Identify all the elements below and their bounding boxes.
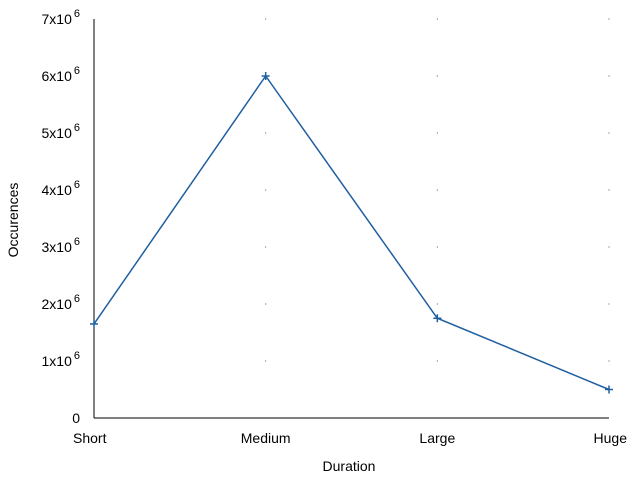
grid-dot: [608, 18, 610, 20]
data-point-marker: [605, 385, 613, 394]
data-point-marker: [433, 314, 442, 323]
series-group: [90, 72, 613, 394]
y-tick-label: 2x10 6: [42, 293, 80, 312]
grid-dot: [436, 132, 438, 134]
grid-dot: [265, 303, 267, 305]
grid-dot: [436, 75, 438, 77]
grid-dot: [436, 246, 438, 248]
grid-dot: [265, 18, 267, 20]
x-tick-label: Medium: [241, 430, 291, 446]
grid-dot: [265, 132, 267, 134]
grid-dot: [436, 18, 438, 20]
grid-dot: [436, 360, 438, 362]
x-tick-label: Short: [73, 430, 107, 446]
grid-dot: [608, 132, 610, 134]
y-tick-label: 5x10 6: [42, 122, 80, 141]
grid-dot: [265, 360, 267, 362]
x-axis-label: Duration: [323, 458, 376, 474]
y-axis-label: Occurences: [5, 183, 21, 258]
grid-dot: [265, 189, 267, 191]
series-line: [93, 74, 610, 391]
grid-dot: [608, 189, 610, 191]
y-tick-label: 6x10 6: [42, 65, 80, 84]
y-tick-label: 7x10 6: [42, 8, 80, 27]
y-tick-labels: 0 1x10 6 2x10 6 3x10 6 4x10 6 5x10 6 6x10 6 7x10 6: [42, 8, 81, 426]
x-tick-labels: Short Medium Large Huge: [73, 430, 627, 446]
grid-dot: [265, 246, 267, 248]
grid-dot: [608, 75, 610, 77]
data-point-marker: [261, 72, 270, 80]
x-tick-label: Huge: [594, 430, 628, 446]
grid-dot: [608, 360, 610, 362]
y-tick-label: 1x10 6: [42, 350, 80, 369]
x-tick-label: Large: [419, 430, 455, 446]
grid-dots: [265, 18, 610, 362]
grid-dot: [436, 303, 438, 305]
y-tick-label: 4x10 6: [42, 179, 80, 198]
y-tick-label: 0: [72, 410, 80, 426]
grid-dot: [608, 303, 610, 305]
grid-dot: [436, 189, 438, 191]
grid-dot: [608, 246, 610, 248]
y-tick-label: 3x10 6: [42, 236, 80, 255]
data-point-marker: [90, 319, 98, 328]
